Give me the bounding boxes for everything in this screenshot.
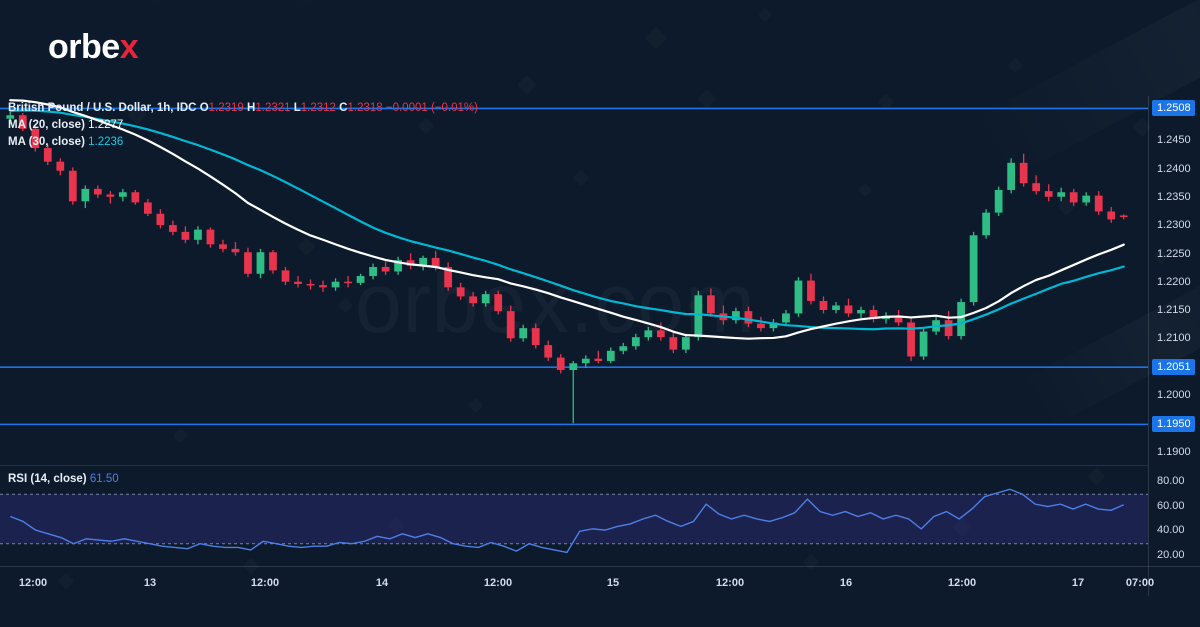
price-tick: 1.2300 [1157,219,1191,232]
rsi-svg [0,488,1148,554]
time-tick: 12:00 [483,577,513,589]
instrument-name: British Pound / U.S. Dollar, 1h, IDC [8,102,197,114]
rsi-legend[interactable]: RSI (14, close) 61.50 [8,473,119,485]
rsi-tick: 80.00 [1157,474,1185,487]
ma30-label: MA (30, close) [8,136,85,148]
close-label: C [339,102,348,114]
rsi-tick: 60.00 [1157,499,1185,512]
rsi-value: 61.50 [89,473,119,485]
low-value: 1.2312 [300,102,336,114]
price-axis[interactable]: 1.2450 1.2400 1.2350 1.2300 1.2250 1.2200 1.21… [1148,96,1200,566]
rsi-label: RSI (14, close) [8,473,87,485]
time-tick: 15 [606,577,620,589]
time-tick: 16 [839,577,853,589]
price-pane[interactable] [0,96,1148,464]
ma20-label: MA (20, close) [8,119,85,131]
time-tick: 12:00 [18,577,48,589]
ma30-value: 1.2236 [88,136,124,148]
time-axis[interactable]: 12:00 13 12:00 14 12:00 15 12:00 16 12:00 17 07:00 [0,566,1200,596]
rsi-tick: 20.00 [1157,549,1185,562]
logo-text: orbe [48,28,120,66]
axis-separator [1148,566,1149,596]
price-tick: 1.2100 [1157,332,1191,345]
price-level-badge[interactable]: 1.2508 [1152,100,1195,117]
change-value: −0.0001 (−0.01%) [385,102,478,114]
time-tick: 12:00 [250,577,280,589]
close-value: 1.2318 [347,102,383,114]
open-label: O [199,102,209,114]
price-tick: 1.1900 [1157,445,1191,458]
open-value: 1.2319 [208,102,244,114]
rsi-pane[interactable] [0,467,1148,566]
price-tick: 1.2350 [1157,190,1191,203]
pane-divider [0,465,1148,466]
high-value: 1.2321 [255,102,291,114]
time-tick: 13 [143,577,157,589]
ma20-legend[interactable]: MA (20, close) 1.2277 [8,119,123,131]
price-tick: 1.2450 [1157,134,1191,147]
price-tick: 1.2200 [1157,275,1191,288]
price-tick: 1.2400 [1157,162,1191,175]
price-tick: 1.2250 [1157,247,1191,260]
time-tick: 14 [375,577,389,589]
price-level-badge[interactable]: 1.2051 [1152,359,1195,376]
orbex-logo: orbex [48,28,139,67]
time-tick: 17 [1071,577,1085,589]
ma30-legend[interactable]: MA (30, close) 1.2236 [8,136,123,148]
ma20-value: 1.2277 [88,119,124,131]
time-tick: 12:00 [715,577,745,589]
price-tick: 1.2000 [1157,389,1191,402]
logo-accent-x: x [119,28,139,66]
price-tick: 1.2150 [1157,304,1191,317]
time-tick: 12:00 [947,577,977,589]
rsi-tick: 40.00 [1157,524,1185,537]
low-label: L [293,102,301,114]
price-candles-svg [0,99,1148,426]
instrument-legend[interactable]: British Pound / U.S. Dollar, 1h, IDC O1.… [8,102,478,114]
price-level-badge[interactable]: 1.1950 [1152,416,1195,433]
high-label: H [247,102,256,114]
chart-area[interactable] [0,96,1148,566]
time-tick: 07:00 [1125,577,1155,589]
